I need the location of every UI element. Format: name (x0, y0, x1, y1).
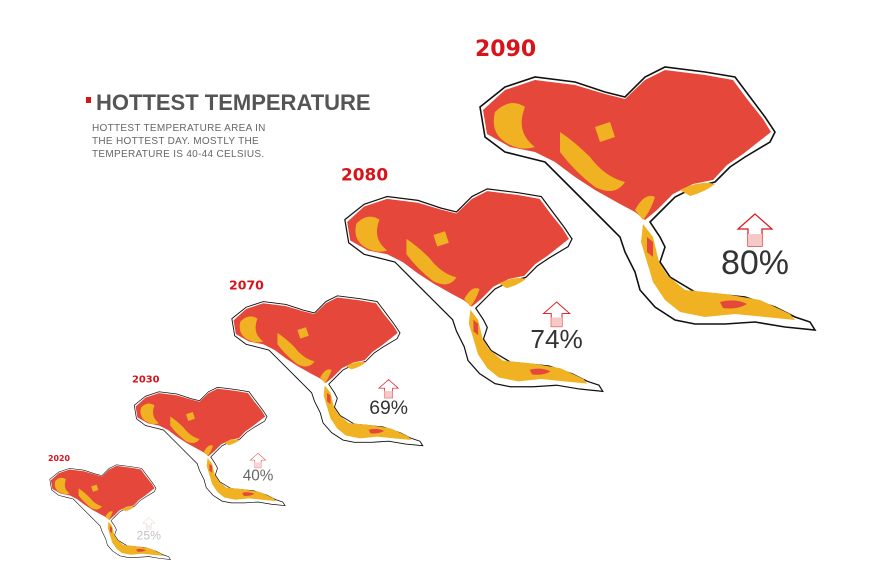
map-panel: 2090 80% (475, 37, 816, 331)
percent-label: 80% (721, 244, 789, 282)
map (49, 464, 171, 560)
map-panel: 2030 40% (132, 374, 286, 506)
bullet (86, 97, 91, 103)
description: THE HOTTEST DAY. MOSTLY THE (92, 136, 259, 147)
arrow-icon (142, 517, 156, 530)
arrow-icon (378, 379, 399, 399)
arrow-icon (737, 213, 773, 247)
map-panel: 2020 25% (48, 454, 171, 560)
map (344, 188, 604, 392)
arrow-icon (250, 453, 266, 469)
year-label: 2070 (229, 278, 264, 293)
percent-label: 25% (137, 528, 162, 542)
year-label: 2080 (341, 164, 388, 184)
description: TEMPERATURE IS 40-44 CELSIUS. (92, 149, 264, 160)
map-panel: 2070 69% (229, 278, 424, 447)
percent-label: 74% (530, 324, 582, 354)
map-panel: 2080 74% (341, 164, 604, 392)
description: HOTTEST TEMPERATURE AREA IN (92, 123, 266, 134)
map (133, 386, 286, 506)
year-label: 2020 (48, 454, 71, 463)
year-label: 2090 (475, 37, 536, 62)
percent-label: 40% (243, 467, 274, 484)
arrow-icon (543, 301, 571, 328)
percent-label: 69% (369, 397, 408, 419)
year-label: 2030 (132, 374, 160, 385)
title: HOTTEST TEMPERATURE (96, 90, 371, 115)
